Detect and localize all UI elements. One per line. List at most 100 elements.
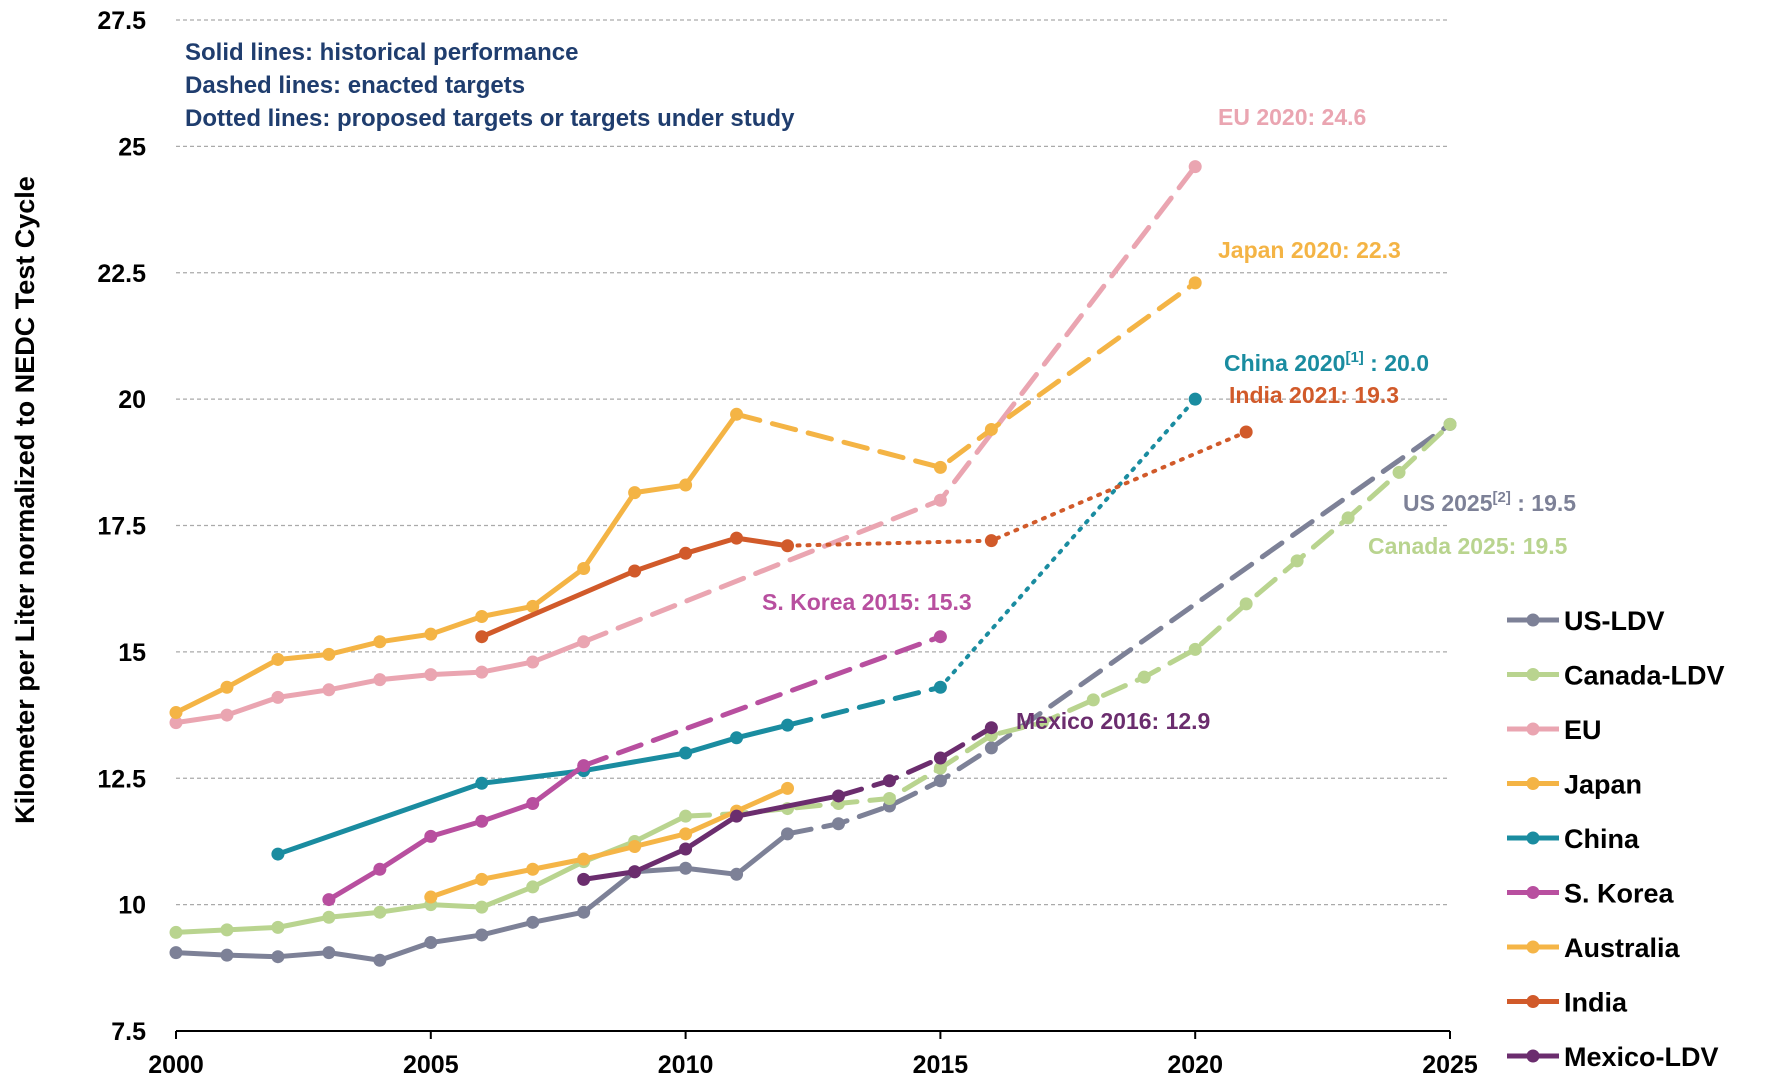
- data-point: [322, 893, 336, 907]
- data-point: [424, 829, 438, 843]
- data-point: [628, 839, 642, 853]
- annotation-text: Mexico 2016: 12.9: [1016, 708, 1210, 734]
- data-point: [424, 627, 438, 641]
- series-line: [785, 429, 1249, 548]
- series: [475, 425, 1253, 644]
- legend-marker: [1526, 940, 1540, 954]
- y-tick-label: 10: [118, 892, 146, 920]
- annotation: India 2021: 19.3: [1229, 382, 1399, 408]
- data-point: [1443, 417, 1457, 431]
- data-point: [526, 797, 540, 811]
- legend-label: India: [1564, 988, 1628, 1018]
- data-point: [933, 751, 947, 765]
- legend-label: Mexico-LDV: [1564, 1042, 1719, 1072]
- data-point: [984, 422, 998, 436]
- legend-marker: [1526, 777, 1540, 790]
- legend-label: Canada-LDV: [1564, 661, 1725, 691]
- annotation: S. Korea 2015: 15.3: [762, 589, 972, 615]
- data-point: [1188, 642, 1202, 656]
- data-point: [271, 920, 285, 934]
- series: [322, 630, 947, 907]
- legend-label: China: [1564, 824, 1640, 854]
- data-point: [679, 746, 693, 760]
- data-point: [831, 817, 845, 831]
- data-point: [1188, 392, 1202, 406]
- data-point: [628, 564, 642, 578]
- data-point: [322, 683, 336, 697]
- x-tick-label: 2020: [1167, 1051, 1223, 1079]
- series-line: [938, 397, 1198, 690]
- data-point: [1086, 693, 1100, 707]
- y-tick-label: 27.5: [97, 7, 146, 35]
- legend-marker: [1526, 995, 1540, 1008]
- data-point: [628, 865, 642, 879]
- data-point: [984, 721, 998, 735]
- y-tick-label: 20: [118, 386, 146, 414]
- legend-marker: [1526, 668, 1540, 681]
- data-point: [984, 534, 998, 548]
- data-point: [577, 852, 591, 866]
- series: [169, 417, 1457, 967]
- data-point: [882, 791, 896, 805]
- annotation-text: China 2020: [1224, 350, 1345, 376]
- annotation: US 2025[2] : 19.5: [1403, 489, 1576, 516]
- data-point: [628, 486, 642, 500]
- data-point: [526, 915, 540, 929]
- series-line: [581, 634, 943, 769]
- data-point: [322, 946, 336, 960]
- x-tick-label: 2005: [403, 1051, 459, 1079]
- data-point: [271, 847, 285, 861]
- data-point: [475, 928, 489, 942]
- data-point: [730, 731, 744, 745]
- series-line: [683, 421, 1453, 819]
- data-point: [424, 936, 438, 950]
- legend-marker: [1526, 722, 1540, 736]
- annotation-sup: [2]: [1493, 489, 1511, 506]
- data-point: [526, 599, 540, 613]
- x-tick-label: 2015: [913, 1051, 969, 1079]
- data-point: [526, 862, 540, 876]
- data-point: [679, 827, 693, 841]
- data-point: [679, 861, 693, 875]
- data-point: [169, 925, 183, 939]
- legend-marker: [1526, 613, 1540, 627]
- data-point: [220, 923, 234, 937]
- annotation-text: Japan 2020: 22.3: [1218, 237, 1401, 263]
- data-point: [1188, 276, 1202, 290]
- series: [577, 721, 998, 886]
- series: [169, 417, 1457, 939]
- data-point: [933, 460, 947, 474]
- data-point: [220, 948, 234, 962]
- data-point: [424, 668, 438, 682]
- annotation: Japan 2020: 22.3: [1218, 237, 1401, 263]
- data-point: [1188, 160, 1202, 174]
- note: Solid lines: historical performance: [185, 39, 578, 66]
- data-point: [781, 781, 795, 795]
- series-line: [275, 722, 791, 857]
- data-point: [679, 546, 693, 560]
- y-tick-label: 12.5: [97, 765, 146, 793]
- x-tick-label: 2025: [1422, 1051, 1478, 1079]
- annotation-text: : 19.5: [1511, 490, 1576, 516]
- data-point: [1035, 716, 1049, 730]
- data-point: [271, 690, 285, 704]
- annotation: China 2020[1] : 20.0: [1224, 349, 1429, 376]
- y-tick-label: 17.5: [97, 513, 146, 541]
- annotation-text: US 2025: [1403, 490, 1493, 516]
- data-point: [475, 776, 489, 790]
- note: Dashed lines: enacted targets: [185, 72, 525, 99]
- legend-label: US-LDV: [1564, 606, 1665, 636]
- data-point: [1341, 511, 1355, 525]
- note: Dotted lines: proposed targets or target…: [185, 105, 795, 132]
- y-tick-label: 7.5: [111, 1018, 146, 1046]
- series-line: [734, 280, 1198, 470]
- series-line: [581, 164, 1198, 645]
- data-point: [169, 706, 183, 720]
- data-point: [730, 867, 744, 881]
- legend-label: EU: [1564, 715, 1602, 745]
- annotation-text: India 2021: 19.3: [1229, 382, 1399, 408]
- series-line: [173, 411, 740, 716]
- data-point: [373, 862, 387, 876]
- data-point: [373, 953, 387, 967]
- data-point: [730, 531, 744, 545]
